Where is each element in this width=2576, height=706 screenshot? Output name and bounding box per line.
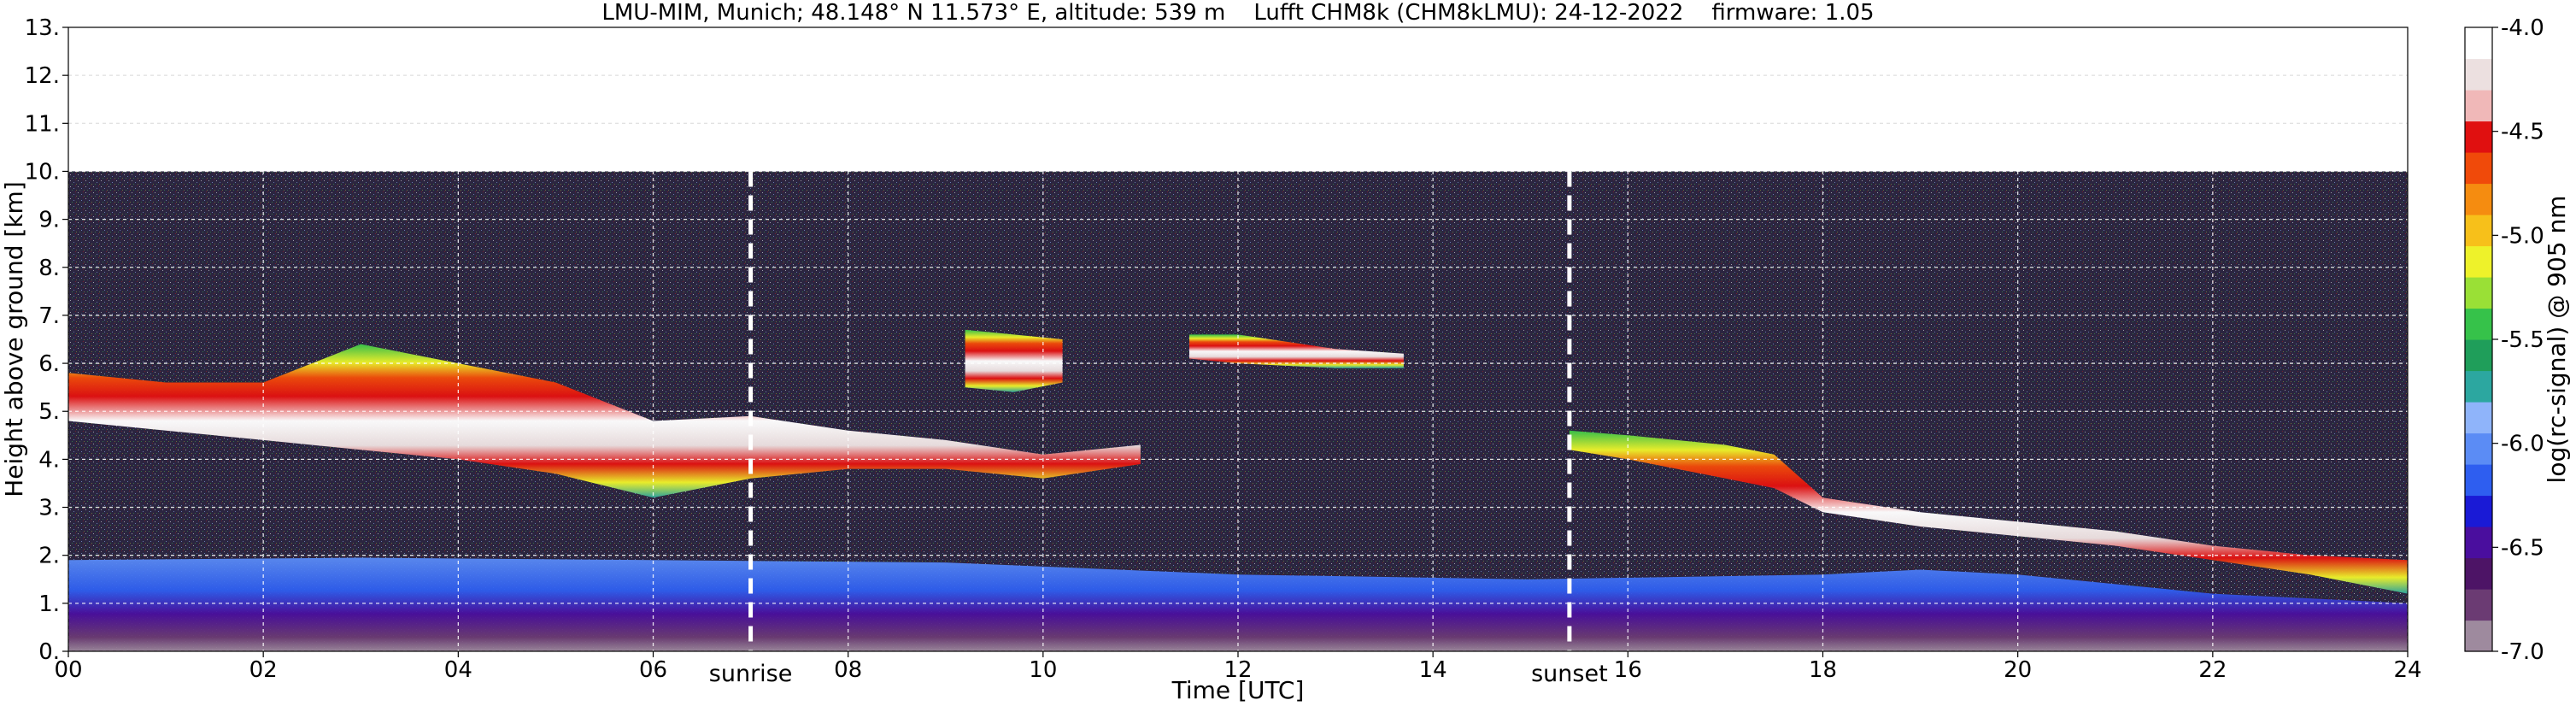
y-tick-label: 1. [38,591,60,617]
grid-lines [68,27,2408,651]
colorbar-segment [2465,277,2492,309]
colorbar-segment [2465,339,2492,372]
y-tick-label: 3. [38,496,60,521]
y-tick-label: 7. [38,303,60,329]
x-tick-label: 20 [2004,657,2032,683]
colorbar-tick-label: -7.0 [2501,639,2544,665]
x-tick-label: 04 [444,657,472,683]
event-markers [748,171,1572,651]
x-tick-label: 02 [249,657,278,683]
colorbar-segment [2465,527,2492,559]
x-tick-label: 08 [834,657,862,683]
x-tick-label: 00 [54,657,82,683]
y-tick-label: 0. [38,639,60,665]
colorbar-tick-labels: -4.0 -4.5 -5.0 -5.5 -6.0 -6.5 -7.0 [2492,15,2544,665]
x-axis-title: Time [UTC] [1171,676,1305,704]
layer-cloud-layer-1 [68,344,1141,498]
y-tick-label: 6. [38,351,60,377]
colorbar-label: log(rc-signal) @ 905 nm [2543,196,2571,484]
colorbar-segment [2465,464,2492,497]
x-tick-label: 10 [1029,657,1057,683]
layer-cloud-layer-4 [965,329,1063,392]
colorbar-segment [2465,58,2492,91]
chart-title: LMU-MIM, Munich; 48.148° N 11.573° E, al… [601,0,1874,26]
x-tick-label: 18 [1809,657,1837,683]
x-tick-label: 14 [1419,657,1447,683]
layer-cloud-layer-2 [1189,334,1404,368]
y-tick-label: 12. [25,63,60,89]
colorbar-segment [2465,495,2492,527]
colorbar-tick-label: -4.0 [2501,15,2544,41]
colorbar-segment [2465,245,2492,278]
colorbar-segment [2465,620,2492,652]
y-tick-label: 11. [25,111,60,137]
colorbar-segment [2465,589,2492,621]
colorbar-segment [2465,121,2492,153]
colorbar-segment [2465,308,2492,340]
x-tick-label: 24 [2393,657,2421,683]
colorbar-segment [2465,152,2492,185]
colorbar-tick-label: -5.0 [2501,223,2544,249]
colorbar-tick-label: -5.5 [2501,327,2544,353]
y-tick-label: 8. [38,256,60,281]
colorbar-tick-label: -6.0 [2501,432,2544,457]
colorbar-segment [2465,215,2492,247]
sunrise-label: sunrise [709,661,793,687]
colorbar-tick-label: -4.5 [2501,120,2544,145]
colorbar-segment [2465,183,2492,215]
y-tick-label: 10. [25,159,60,185]
y-axis-title: Height above ground [km] [0,181,28,497]
colorbar-segment [2465,90,2492,122]
x-tick-label: 16 [1614,657,1642,683]
y-tick-label: 5. [38,399,60,425]
colorbar-segment [2465,557,2492,590]
y-tick-label: 13. [25,15,60,41]
layer-cloud-layer-3 [1569,430,2408,594]
y-tick-labels: 0. 1. 2. 3. 4. 5. 6. 7. 8. 9. 10. 11. 12. 13. [25,15,68,665]
colorbar [2465,27,2492,652]
x-tick-label: 12 [1223,657,1252,683]
colorbar-segment [2465,402,2492,434]
colorbar-tick-label: -6.5 [2501,535,2544,561]
colorbar-segment [2465,432,2492,465]
y-tick-label: 2. [38,544,60,569]
y-tick-label: 9. [38,208,60,233]
y-tick-label: 4. [38,447,60,473]
x-tick-labels: 00 02 04 06 08 10 12 14 16 18 20 22 24 [54,651,2422,683]
sunset-label: sunset [1531,661,1608,687]
colorbar-segment [2465,370,2492,403]
colorbar-segment [2465,27,2492,60]
x-tick-label: 06 [639,657,667,683]
x-tick-label: 22 [2198,657,2227,683]
